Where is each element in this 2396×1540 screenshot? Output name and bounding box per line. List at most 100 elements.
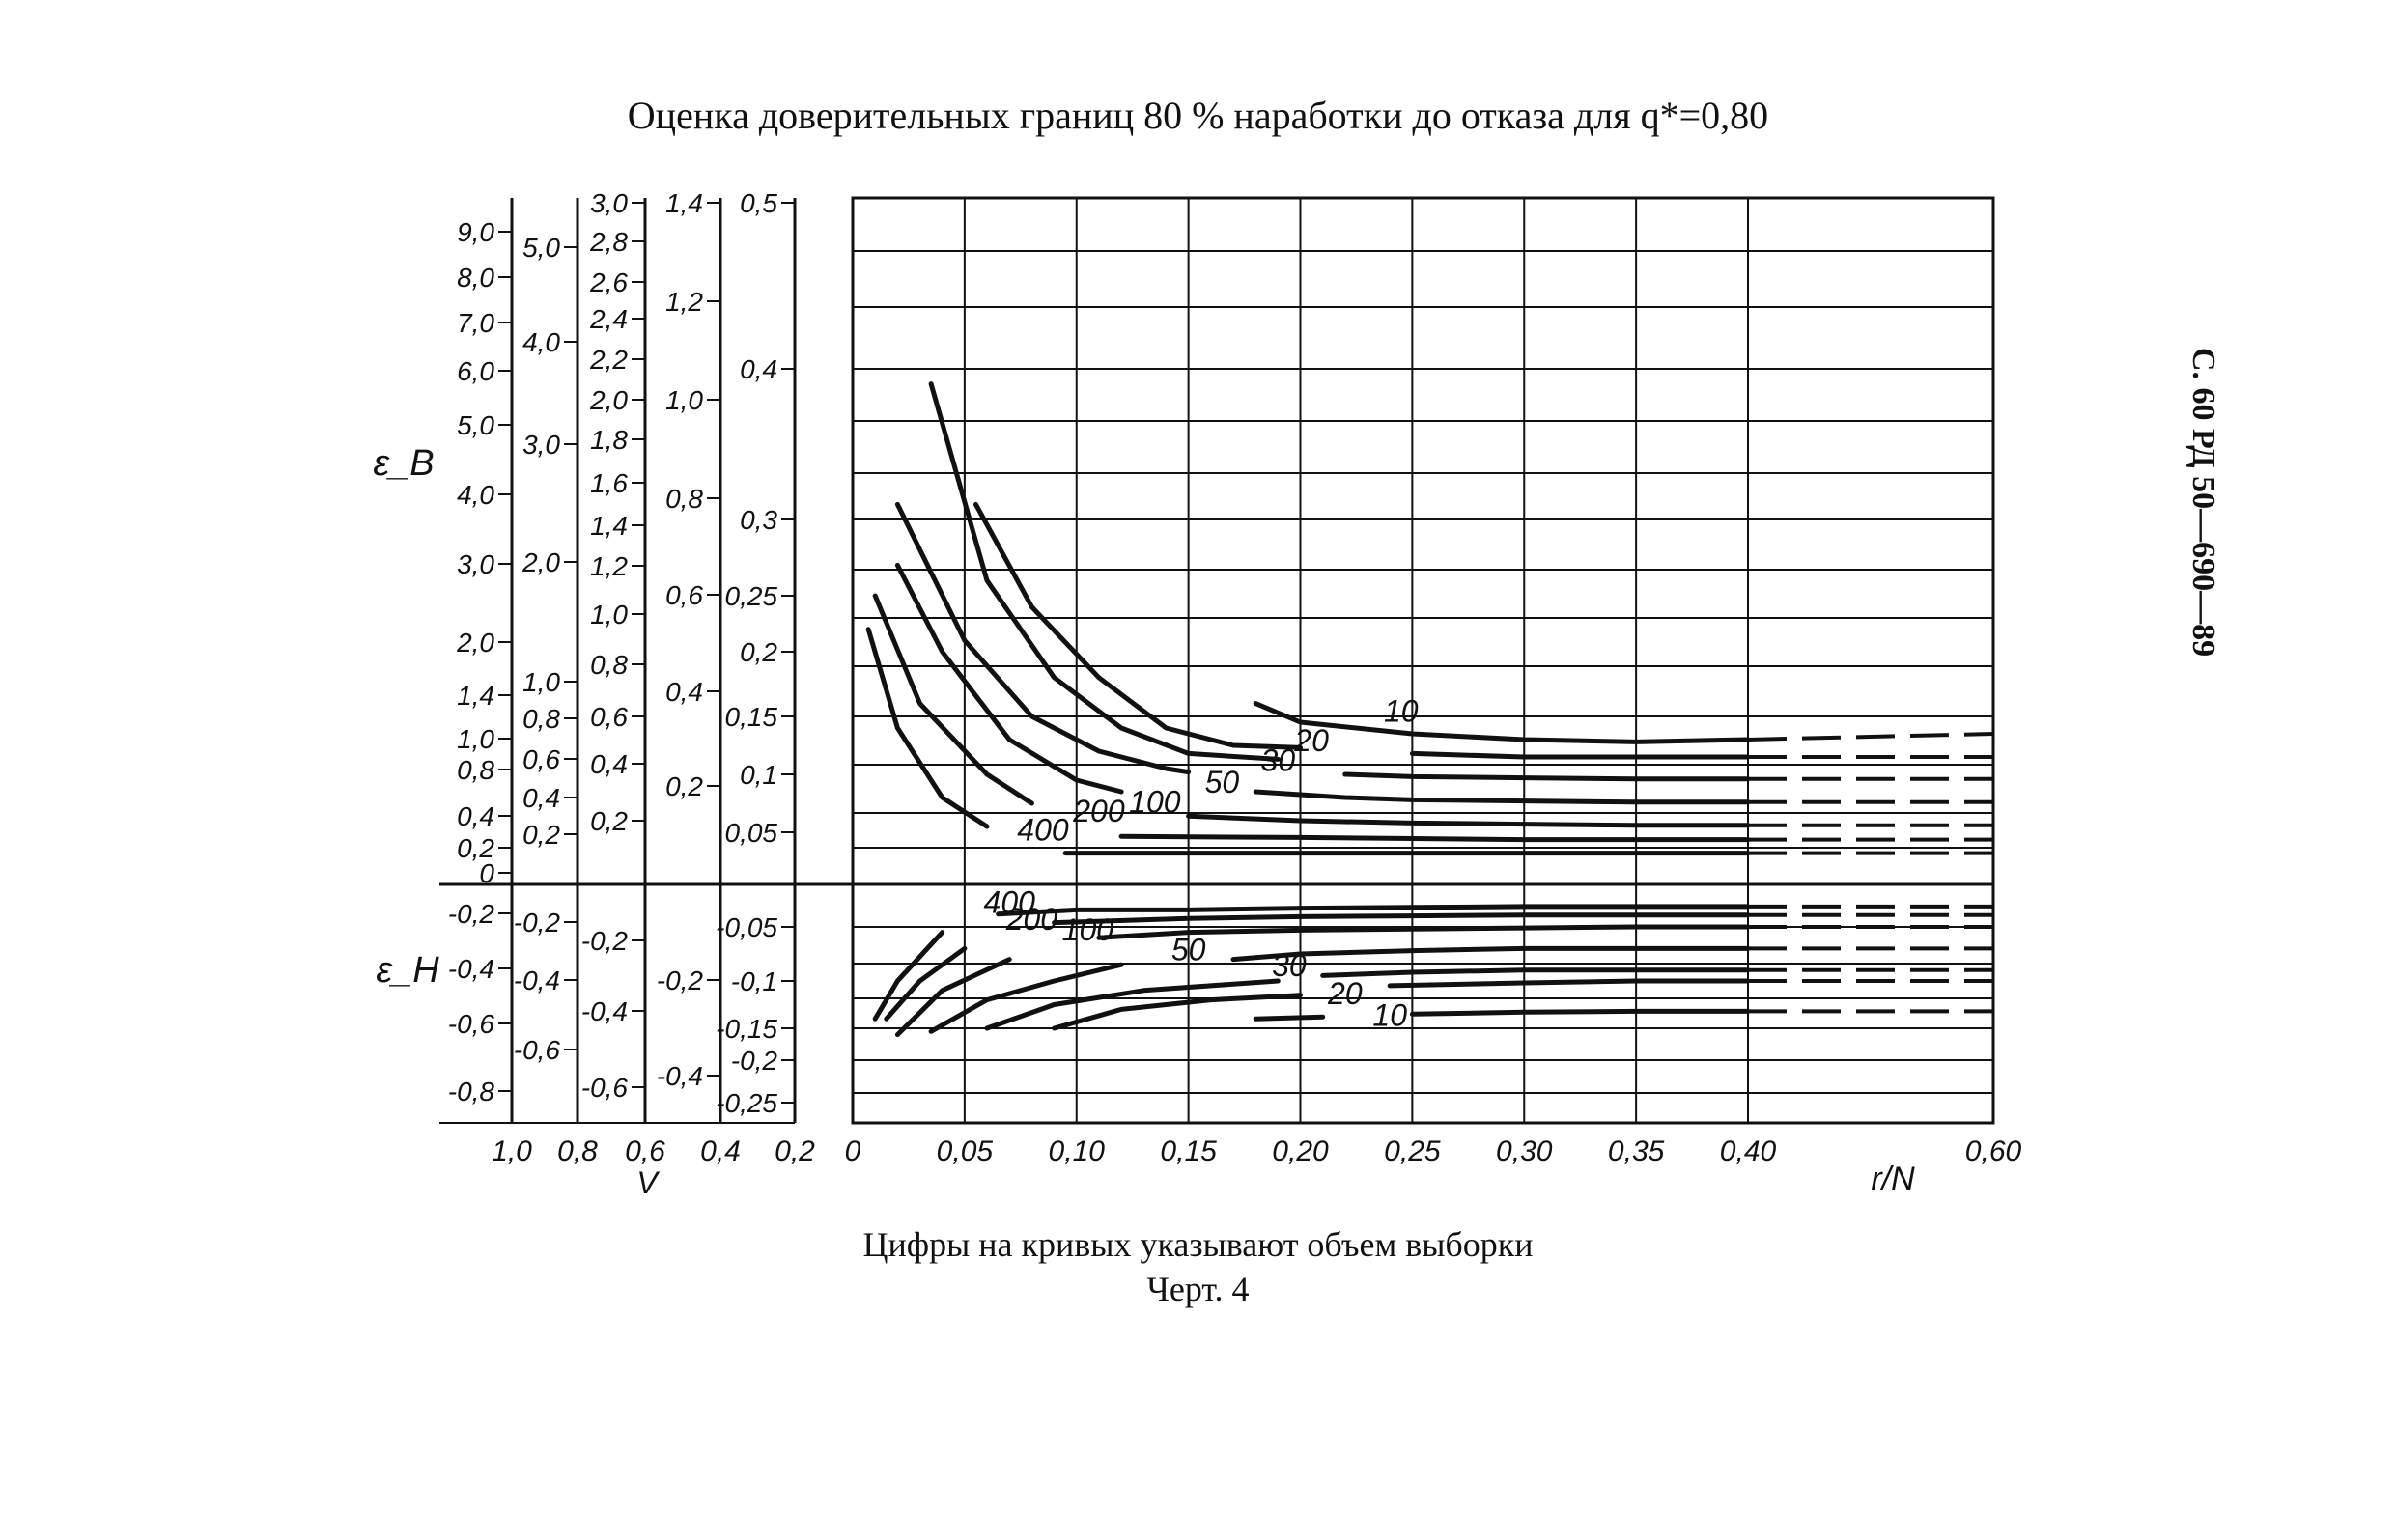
curve-label: 400 [1017,812,1069,847]
scale-tick-label: -0,2 [448,899,495,929]
scale-tick-label: 6,0 [457,356,494,386]
scale-tick-label: 7,0 [457,308,494,338]
scale-tick-label: -0,25 [716,1088,777,1118]
scale-tick-label: -0,2 [581,926,629,956]
x-tick-label: 0,05 [937,1135,994,1167]
curve-label: 200 [1072,794,1125,828]
scale-tick-label: 0,15 [725,702,778,732]
x-tick-label: 0,20 [1272,1135,1329,1167]
scale-tick-label: 1,6 [590,468,628,498]
scale-tick-label: 1,4 [665,188,703,218]
v-tick-label: 0,8 [557,1135,598,1167]
scale-tick-label: 9,0 [457,217,494,247]
x-tick-label: 0,25 [1384,1135,1441,1167]
scale-tick-label: 4,0 [457,480,494,510]
scale-tick-label: -0,6 [448,1009,495,1039]
curve-label: 10 [1372,997,1407,1032]
scale-tick-label: -0,4 [448,954,494,984]
scale-tick-label: 1,4 [457,681,494,711]
curve-lower-n200-tail [1052,912,1751,926]
x-axis-label: r/N [1871,1161,1915,1197]
scale-tick-label: 3,0 [522,430,560,460]
curve-upper-n30-tail [1342,771,1751,782]
curve-label: 50 [1171,932,1206,966]
scale-tick-label: -0,4 [514,966,560,995]
curve-label: 30 [1272,948,1307,983]
curve-lower-n10-tail [1409,1008,1751,1017]
scale-tick-label: 2,0 [589,385,628,415]
scale-tick-label: 0,4 [665,677,703,707]
curve-lower-n50-tail [1230,945,1751,963]
curve-lower-n100-tail [1096,924,1751,940]
scale-tick-label: 0,2 [665,771,703,801]
curve-label: 20 [1327,976,1363,1011]
curve-lower-n30 [984,978,1281,1031]
curve-upper-n30 [928,381,1281,762]
scale-tick-label: 1,0 [457,724,494,754]
curve-lower-n400-tail [996,904,1751,917]
scale-tick-label: 2,6 [589,267,628,297]
curve-label: 100 [1062,912,1114,947]
scale-tick-label: 0,8 [457,755,494,785]
scale-tick-label: 3,0 [457,549,494,579]
curve-upper-n10 [1253,701,1751,744]
scale-tick-label: -0,6 [514,1035,561,1065]
scale-tick-label: 3,0 [590,188,628,218]
y-axis-label-upper: ε_B [373,443,434,484]
scale-tick-label: 0,2 [590,806,628,836]
caption-line-1: Цифры на кривых указывают объем выборки [862,1225,1534,1264]
figure-heading: Оценка доверительных границ 80 % наработ… [627,94,1769,137]
scale-tick-label: 1,2 [590,551,628,581]
curve-upper-n200-tail [1118,833,1751,843]
scale-tick-label: 0,4 [590,749,628,779]
curve-upper-n20 [973,501,1303,750]
curve-upper-n100 [894,562,1124,795]
curve-upper-n100-tail [1186,813,1751,828]
curve-label: 50 [1205,765,1240,799]
scale-tick-label: 2,0 [521,547,560,577]
x-tick-label: 0,35 [1608,1135,1665,1167]
curve-label: 100 [1129,785,1181,820]
scale-tick-label: 0,6 [665,580,703,610]
v-axis-label: V [636,1165,660,1200]
curve-upper-n50 [894,501,1192,775]
scale-tick-label: 0,2 [740,637,777,667]
scale-tick-label: -0,05 [716,912,777,942]
scale-tick-label: 1,0 [522,667,560,697]
scale-tick-label: 0,05 [725,818,778,848]
scale-tick-label: 2,8 [589,227,628,257]
v-tick-label: 0,2 [775,1135,815,1167]
v-tick-label: 1,0 [492,1135,532,1167]
v-tick-label: 0,6 [625,1135,665,1167]
v-tick-label: 0,4 [700,1135,741,1167]
y-axis-label-lower: ε_H [376,950,439,991]
scale-tick-label: 2,2 [589,345,628,375]
scale-tick-label: -0,4 [657,1061,703,1091]
curve-label: 30 [1261,742,1296,777]
curve-label: 10 [1384,693,1419,728]
scale-tick-label: 0,4 [522,783,560,813]
scale-tick-label: 0,4 [457,801,494,831]
x-tick-label: 0,30 [1496,1135,1553,1167]
curve-lower-n200 [884,945,968,1022]
curve-lower-n100 [894,957,1012,1038]
curve-upper-n400 [865,627,990,829]
x-tick-label: 0 [845,1135,861,1167]
scale-tick-label: 0,2 [457,833,494,863]
scale-tick-label: -0,1 [731,966,777,996]
scale-tick-label: 0,8 [590,650,628,680]
curve-label: 400 [984,885,1036,920]
scale-tick-label: 0,8 [522,704,560,734]
x-tick-label: 0,15 [1160,1135,1217,1167]
scale-tick-label: 1,4 [590,511,628,541]
scale-tick-label: 5,0 [522,233,560,263]
scale-tick-label: 0,6 [590,702,628,732]
scale-tick-label: 1,2 [665,287,703,317]
scale-tick-label: 8,0 [457,263,494,293]
scale-tick-label: 0,4 [740,354,777,384]
curve-label: 20 [1293,723,1329,758]
scale-tick-label: -0,6 [581,1073,629,1103]
scale-tick-label: 4,0 [522,327,560,357]
curve-lower-n50 [928,962,1124,1034]
